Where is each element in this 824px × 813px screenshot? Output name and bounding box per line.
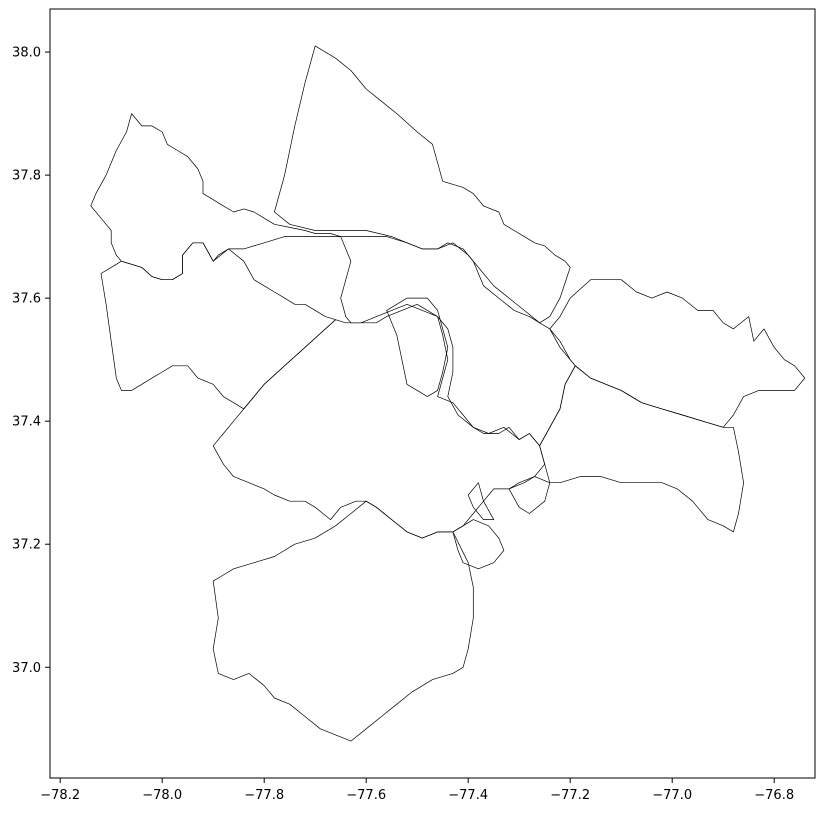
region-boundary-6 [386,297,449,397]
x-tick-label: −78.2 [40,788,80,803]
x-tick-label: −77.2 [550,788,590,803]
map-regions [90,45,806,742]
y-tick-label: 37.4 [12,415,41,430]
y-tick-label: 37.6 [12,292,41,307]
x-tick-label: −77.6 [346,788,386,803]
x-axis: −78.2 −78.0 −77.8 −77.6 −77.4 −77.2 −77.0 −76.8 [40,778,794,803]
region-boundary-10 [452,519,505,570]
x-tick-label: −78.0 [142,788,182,803]
x-tick-label: −77.4 [448,788,488,803]
y-tick-label: 37.2 [12,538,41,553]
y-tick-label: 37.8 [12,169,41,184]
region-boundary-3 [100,242,336,410]
x-tick-label: −76.8 [754,788,794,803]
region-boundary-12 [212,500,474,742]
region-boundary-8 [539,365,744,533]
region-boundary-11 [467,482,495,520]
plot-frame [49,8,816,779]
y-tick-label: 38.0 [12,46,41,61]
y-axis: 37.0 37.2 37.4 37.6 37.8 38.0 [12,46,50,676]
x-tick-label: −77.8 [244,788,284,803]
region-boundary-9 [508,476,551,514]
x-tick-label: −77.0 [652,788,692,803]
y-tick-label: 37.0 [12,661,41,676]
region-boundary-4 [212,303,546,539]
region-boundary-5 [340,236,576,447]
